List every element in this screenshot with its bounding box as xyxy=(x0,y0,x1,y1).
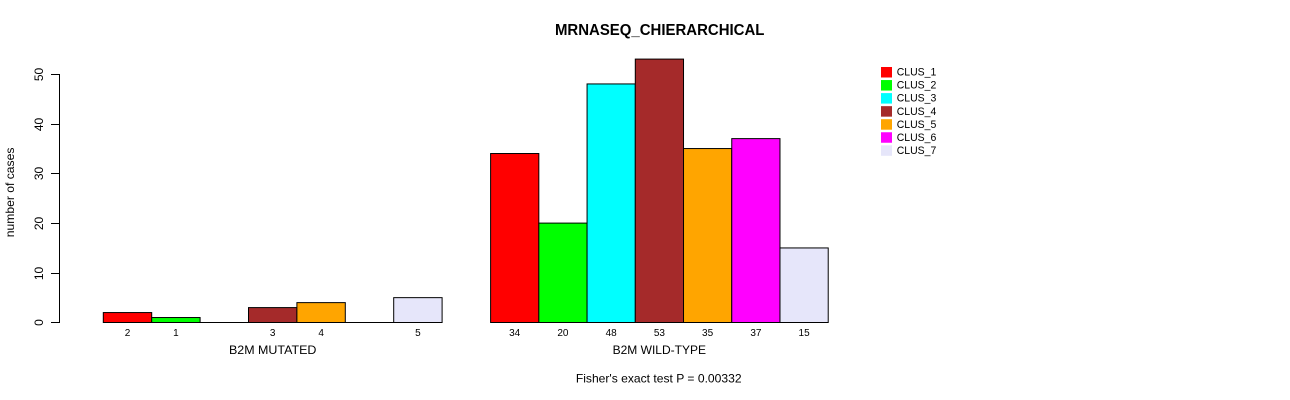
svg-text:53: 53 xyxy=(654,328,666,339)
svg-text:50: 50 xyxy=(32,68,46,82)
svg-text:37: 37 xyxy=(750,328,762,339)
svg-text:number of cases: number of cases xyxy=(3,148,17,238)
svg-text:4: 4 xyxy=(318,328,324,339)
svg-text:15: 15 xyxy=(799,328,811,339)
svg-text:1: 1 xyxy=(173,328,179,339)
svg-text:35: 35 xyxy=(702,328,714,339)
svg-text:34: 34 xyxy=(509,328,521,339)
svg-text:CLUS_5: CLUS_5 xyxy=(897,119,937,131)
svg-text:CLUS_1: CLUS_1 xyxy=(897,67,937,79)
svg-text:20: 20 xyxy=(557,328,569,339)
svg-text:MRNASEQ_CHIERARCHICAL: MRNASEQ_CHIERARCHICAL xyxy=(555,22,765,39)
svg-text:40: 40 xyxy=(32,118,46,132)
svg-text:30: 30 xyxy=(32,167,46,181)
svg-text:10: 10 xyxy=(32,267,46,281)
svg-text:CLUS_2: CLUS_2 xyxy=(897,80,937,92)
svg-text:CLUS_6: CLUS_6 xyxy=(897,132,937,144)
svg-text:B2M WILD-TYPE: B2M WILD-TYPE xyxy=(613,343,706,357)
svg-text:3: 3 xyxy=(270,328,276,339)
svg-text:20: 20 xyxy=(32,217,46,231)
svg-text:0: 0 xyxy=(32,319,46,326)
svg-text:5: 5 xyxy=(415,328,421,339)
svg-text:48: 48 xyxy=(606,328,618,339)
svg-text:CLUS_4: CLUS_4 xyxy=(897,106,937,118)
svg-text:Fisher's exact test P = 0.0033: Fisher's exact test P = 0.00332 xyxy=(576,372,742,386)
svg-text:CLUS_7: CLUS_7 xyxy=(897,145,937,157)
svg-text:CLUS_3: CLUS_3 xyxy=(897,93,937,105)
svg-text:B2M MUTATED: B2M MUTATED xyxy=(229,343,317,357)
svg-text:2: 2 xyxy=(125,328,131,339)
